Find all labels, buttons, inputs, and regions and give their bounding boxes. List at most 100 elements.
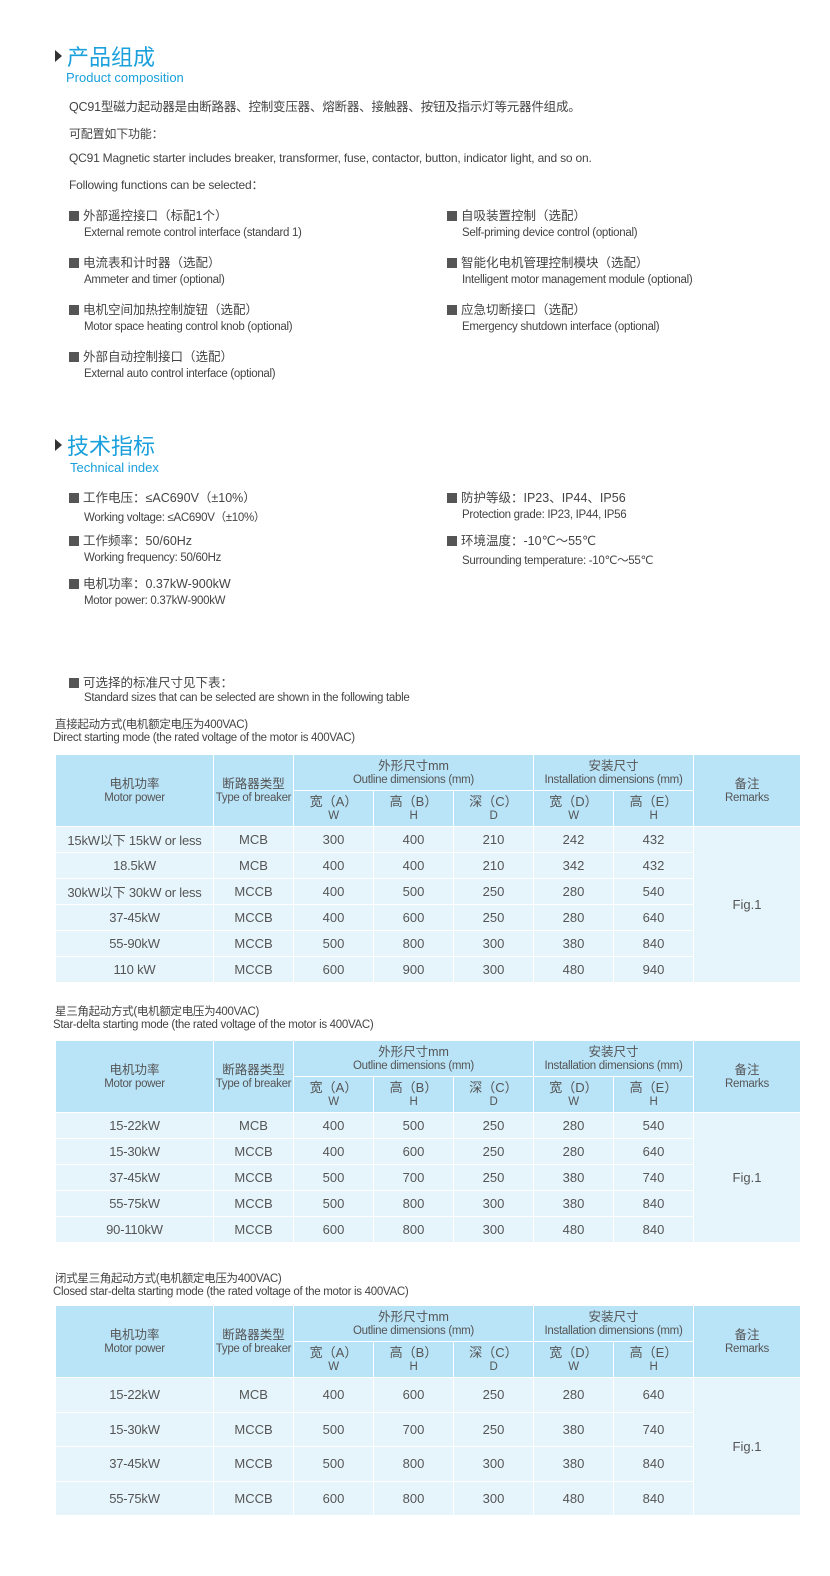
table-cell: 800 [373, 1480, 454, 1516]
table-row: 55-75kW MCCB 500 800 300 380 840 [55, 1190, 801, 1217]
table-cell: 342 [533, 852, 614, 879]
table-cell: 740 [613, 1164, 694, 1191]
table-cell: 250 [453, 904, 534, 931]
header-subcolumn: 深（C） D [453, 1076, 534, 1113]
table-cell: 30kW以下 30kW or less [55, 878, 214, 905]
table-cell: 300 [453, 930, 534, 957]
header-outline-dimensions: 外形尺寸mm Outline dimensions (mm) [293, 1305, 534, 1342]
spec-en: Protection grade: IP23, IP44, IP56 [462, 509, 627, 521]
table-cell: MCB [213, 826, 294, 853]
table-cell: 600 [293, 1480, 374, 1516]
table-cell: 55-75kW [55, 1190, 214, 1217]
subcolumn-en: H [409, 809, 418, 822]
subcolumn-en: H [409, 1095, 418, 1108]
header-motor-power-en: Motor power [104, 1077, 165, 1090]
header-subcolumn: 宽（D） W [533, 1076, 614, 1113]
feature-cn: 自吸装置控制（选配） [461, 209, 587, 223]
spec-cn: 工作电压：≤AC690V（±10%） [83, 491, 256, 505]
square-bullet-icon [69, 211, 79, 221]
dimensions-table: 电机功率 Motor power 断路器类型 Type of breaker 外形尺寸m… [55, 1305, 801, 1516]
subcolumn-cn: 高（E） [629, 1079, 678, 1095]
header-outline-dimensions: 外形尺寸mm Outline dimensions (mm) [293, 754, 534, 791]
square-bullet-icon [69, 258, 79, 268]
spec-item: 环境温度：-10℃～55℃ [447, 530, 596, 549]
feature-cn: 外部遥控接口（标配1个） [83, 209, 228, 223]
subcolumn-cn: 深（C） [469, 793, 518, 809]
header-motor-power: 电机功率 Motor power [55, 754, 214, 827]
header-breaker-type: 断路器类型 Type of breaker [213, 754, 294, 827]
table-cell: 432 [613, 852, 694, 879]
table-row: 55-75kW MCCB 600 800 300 480 840 [55, 1480, 801, 1516]
table-cell: 250 [453, 1411, 534, 1447]
spec-item: 工作频率：50/60Hz [69, 530, 192, 549]
table-note-cn: 可选择的标准尺寸见下表： [83, 676, 234, 690]
table-cell: 740 [613, 1411, 694, 1447]
table-cell: 15-22kW [55, 1112, 214, 1139]
table-cell: 640 [613, 1138, 694, 1165]
header-breaker-type-en: Type of breaker [215, 1077, 292, 1090]
spec-cn: 环境温度：-10℃～55℃ [461, 534, 597, 548]
spec-item: 电机功率：0.37kW-900kW [69, 573, 231, 592]
table-row: 110 kW MCCB 600 900 300 480 940 [55, 956, 801, 983]
spec-en: Surrounding temperature: -10℃～55℃ [462, 555, 654, 567]
table-cell: 600 [293, 956, 374, 983]
table-cell: 400 [293, 878, 374, 905]
table-cell: 800 [373, 1216, 454, 1243]
table-cell: 110 kW [55, 956, 214, 983]
spec-cn: 工作频率：50/60Hz [83, 534, 193, 548]
table-caption-en: Closed star-delta starting mode (the rat… [53, 1286, 409, 1298]
table-cell: 300 [453, 1480, 534, 1516]
remarks-cell: Fig.1 [693, 1112, 801, 1243]
table-cell: 300 [453, 1446, 534, 1482]
table-cell: 280 [533, 1377, 614, 1413]
feature-item: 外部自动控制接口（选配） [69, 346, 233, 365]
table-cell: 250 [453, 878, 534, 905]
spec-en: Motor power: 0.37kW-900kW [84, 595, 226, 607]
header-remarks: 备注 Remarks [693, 1040, 801, 1113]
table-note-en: Standard sizes that can be selected are … [84, 692, 410, 704]
technical-title: 技术指标 [67, 434, 156, 459]
table-caption-en: Direct starting mode (the rated voltage … [53, 732, 355, 744]
header-subcolumn: 宽（A） W [293, 790, 374, 827]
table-cell: 600 [293, 1216, 374, 1243]
table-cell: 280 [533, 1112, 614, 1139]
table-cell: MCCB [213, 1446, 294, 1482]
table-cell: 540 [613, 878, 694, 905]
feature-cn: 电流表和计时器（选配） [83, 256, 221, 270]
table-cell: 900 [373, 956, 454, 983]
table-cell: 280 [533, 878, 614, 905]
table-cell: 15-30kW [55, 1138, 214, 1165]
subcolumn-cn: 宽（D） [549, 1344, 598, 1360]
table-cell: 500 [293, 1446, 374, 1482]
header-subcolumn: 高（E） H [613, 1076, 694, 1113]
table-cell: 250 [453, 1377, 534, 1413]
subcolumn-en: H [409, 1360, 418, 1373]
header-motor-power: 电机功率 Motor power [55, 1305, 214, 1378]
header-remarks: 备注 Remarks [693, 1305, 801, 1378]
table-cell: 480 [533, 1480, 614, 1516]
table-row: 55-90kW MCCB 500 800 300 380 840 [55, 930, 801, 957]
square-bullet-icon [447, 536, 457, 546]
header-subcolumn: 高（B） H [373, 1341, 454, 1378]
header-installation-dimensions: 安装尺寸 Installation dimensions (mm) [533, 1305, 694, 1342]
composition-paragraph: Following functions can be selected： [69, 178, 264, 192]
square-bullet-icon [447, 211, 457, 221]
table-cell: 250 [453, 1112, 534, 1139]
subcolumn-cn: 高（E） [629, 1344, 678, 1360]
table-cell: 400 [373, 852, 454, 879]
subcolumn-en: H [649, 809, 658, 822]
subcolumn-cn: 宽（D） [549, 793, 598, 809]
table-cell: 380 [533, 1164, 614, 1191]
table-cell: MCCB [213, 904, 294, 931]
table-row: 15-22kW MCB 400 600 250 280 640 Fig.1 [55, 1377, 801, 1516]
table-cell: 700 [373, 1164, 454, 1191]
header-installation-dimensions: 安装尺寸 Installation dimensions (mm) [533, 754, 694, 791]
table-cell: MCCB [213, 1480, 294, 1516]
table-cell: 500 [293, 1190, 374, 1217]
header-installation-dimensions-en: Installation dimensions (mm) [544, 1324, 683, 1337]
header-subcolumn: 高（E） H [613, 1341, 694, 1378]
subcolumn-en: W [328, 1360, 339, 1373]
square-bullet-icon [447, 258, 457, 268]
table-caption-cn: 直接起动方式(电机额定电压为400VAC) [55, 719, 248, 731]
table-subheader-row: 宽（A） W 高（B） H 深（C） D 宽（D） W 高（E） H [56, 790, 801, 827]
